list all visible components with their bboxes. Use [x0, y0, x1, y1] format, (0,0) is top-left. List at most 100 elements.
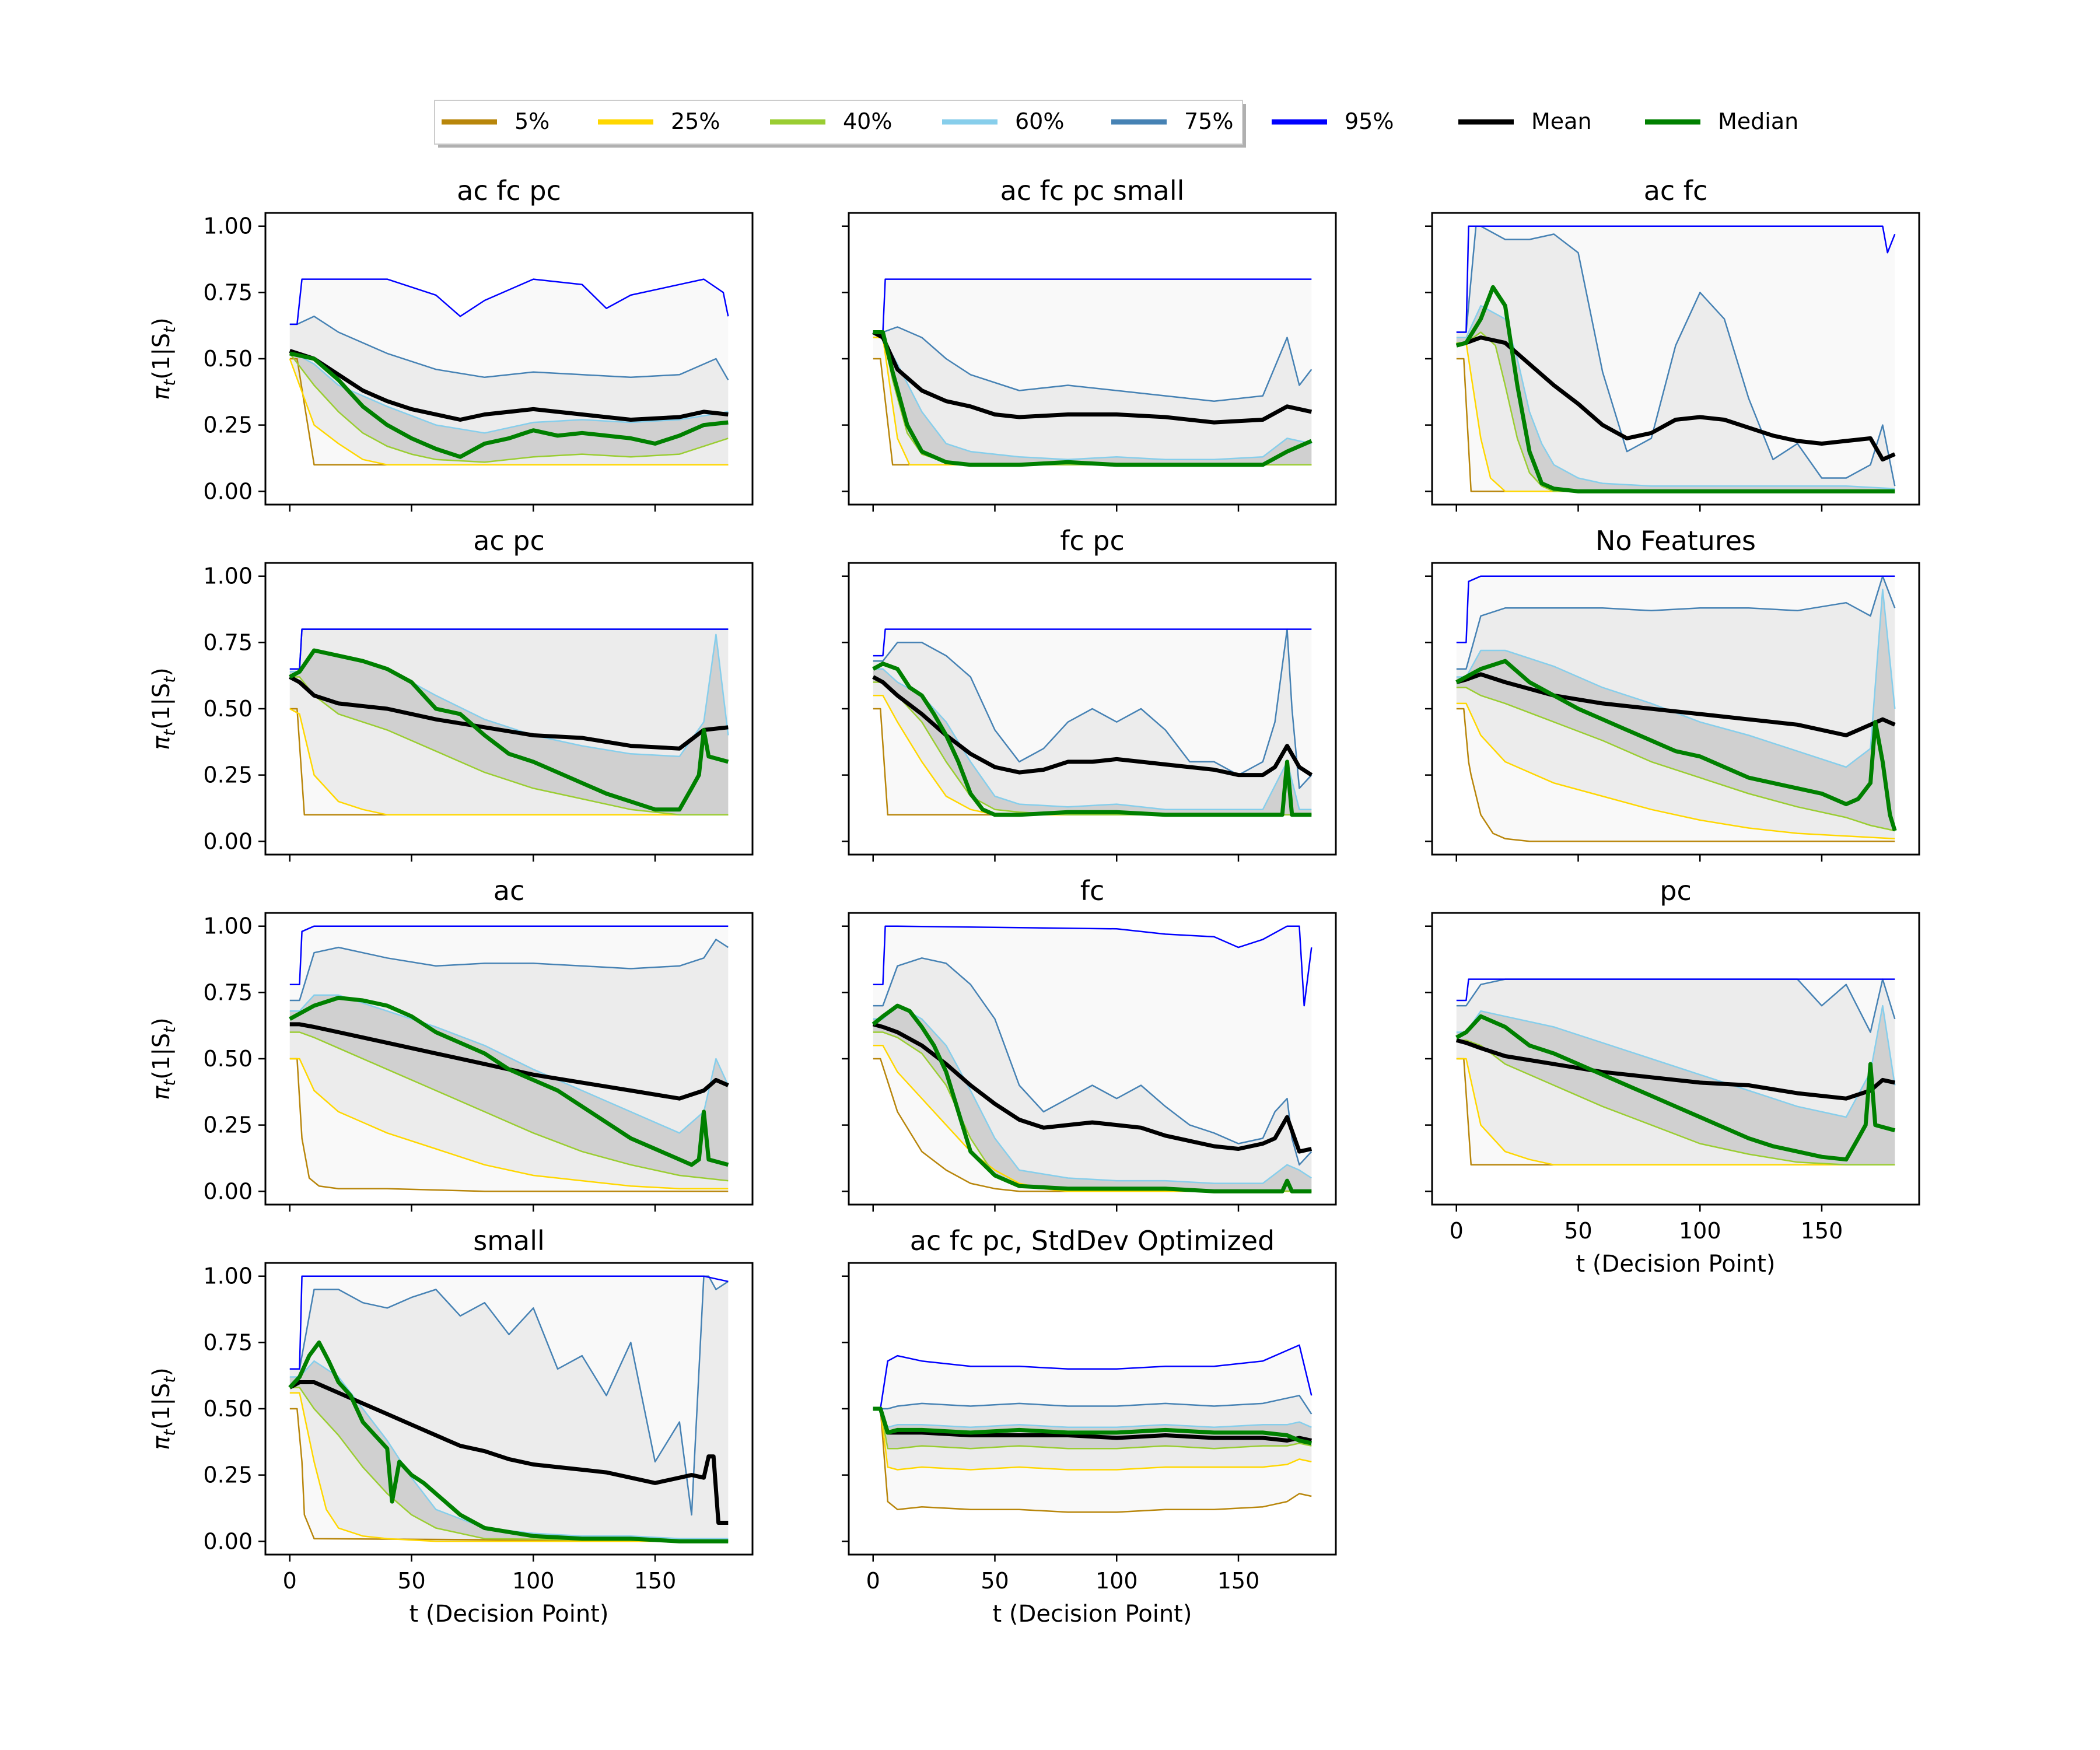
series-line — [1456, 575, 1896, 670]
series-line — [289, 350, 729, 434]
quantile-band — [1456, 226, 1895, 492]
series-line — [289, 996, 729, 1167]
series-line — [289, 1408, 729, 1542]
legend-label: 95% — [1345, 108, 1394, 134]
subplot: fc — [842, 875, 1337, 1212]
series-line — [289, 351, 729, 459]
series-line — [873, 330, 1312, 467]
x-tick-label: 100 — [1096, 1568, 1138, 1594]
y-tick-label: 0.25 — [203, 1462, 253, 1488]
y-tick-label: 0.75 — [203, 279, 253, 305]
y-tick-label: 0.75 — [203, 979, 253, 1005]
y-tick-label: 0.00 — [203, 478, 253, 504]
subplot-title: ac fc pc — [457, 175, 561, 206]
subplot: fc pc — [842, 525, 1337, 862]
quantile-band — [289, 634, 729, 815]
y-tick-label: 0.25 — [203, 762, 253, 788]
legend-item: Median — [1645, 108, 1798, 134]
series-line — [872, 675, 1313, 778]
series-line — [289, 925, 729, 985]
y-axis-label: πt(1|St) — [148, 667, 179, 750]
subplot-title: ac — [494, 875, 524, 907]
series-line — [289, 1058, 729, 1189]
series-line — [1455, 1014, 1896, 1162]
series-line — [1456, 1058, 1895, 1166]
quantile-band — [873, 327, 1312, 465]
series-line — [873, 1408, 1312, 1471]
series-line — [1455, 659, 1897, 832]
series-line — [289, 278, 729, 326]
subplot-title: No Features — [1595, 525, 1756, 556]
series-line — [873, 1058, 1312, 1192]
series-line — [289, 353, 729, 463]
legend-label: 75% — [1184, 108, 1233, 134]
series-line — [873, 628, 1312, 789]
x-axis-label: t (Decision Point) — [1576, 1251, 1776, 1278]
series-line — [1456, 225, 1896, 333]
y-axis-label: πt(1|St) — [148, 317, 179, 400]
series-line — [289, 1275, 729, 1370]
quantile-band — [873, 1006, 1312, 1192]
series-line — [873, 1408, 1312, 1513]
legend-label: Mean — [1531, 108, 1592, 134]
series-line — [1456, 575, 1895, 643]
quantile-band — [1456, 306, 1895, 492]
subplot: pc 0 50 100 150 t (Decision Point) — [1425, 875, 1920, 1278]
series-line — [1455, 672, 1896, 737]
series-line — [289, 1392, 729, 1542]
x-axis-label: t (Decision Point) — [993, 1601, 1192, 1628]
legend-item: 40% — [770, 108, 892, 134]
y-tick-label: 1.00 — [203, 564, 253, 589]
y-tick-label: 0.25 — [203, 412, 253, 438]
legend-label: 5% — [514, 108, 550, 134]
subplot: No Features — [1425, 525, 1920, 862]
quantile-band — [1456, 1006, 1895, 1165]
series-line — [873, 1395, 1312, 1415]
x-tick-label: 150 — [1217, 1568, 1260, 1594]
subplot-title: fc pc — [1060, 525, 1125, 556]
y-tick-label: 0.75 — [203, 1329, 253, 1355]
series-line — [1455, 285, 1895, 494]
series-line — [1456, 225, 1896, 487]
series-line — [289, 675, 729, 751]
series-line — [289, 628, 729, 670]
series-line — [873, 925, 1312, 1007]
series-line — [289, 648, 729, 812]
series-line — [1456, 331, 1895, 492]
series-line — [873, 1408, 1312, 1450]
legend-item: 60% — [942, 108, 1064, 134]
y-tick-label: 0.00 — [203, 828, 253, 854]
y-tick-label: 1.00 — [203, 214, 253, 239]
subplot-title: ac pc — [473, 525, 545, 556]
series-line — [289, 358, 729, 466]
x-tick-label: 50 — [981, 1568, 1009, 1594]
x-tick-label: 50 — [1564, 1218, 1592, 1244]
series-line — [1456, 687, 1895, 832]
y-tick-label: 0.50 — [203, 346, 253, 372]
series-line — [873, 957, 1312, 1166]
series-line — [1456, 1039, 1895, 1166]
series-line — [289, 708, 729, 816]
series-line — [289, 316, 729, 381]
subplot: ac fc pc small — [842, 175, 1337, 512]
subplot-title: ac fc pc small — [1000, 175, 1185, 206]
series-line — [873, 1408, 1312, 1429]
series-line — [873, 1344, 1312, 1410]
x-tick-label: 150 — [1801, 1218, 1843, 1244]
y-tick-label: 1.00 — [203, 914, 253, 939]
y-axis-label: πt(1|St) — [148, 1367, 179, 1450]
legend-item: Mean — [1458, 108, 1592, 134]
series-line — [873, 628, 1312, 657]
y-tick-label: 0.75 — [203, 629, 253, 655]
legend-label: 60% — [1015, 108, 1064, 134]
series-line — [289, 1275, 729, 1516]
subplot-title: small — [473, 1225, 545, 1256]
series-line — [1456, 304, 1895, 489]
x-tick-label: 150 — [634, 1568, 677, 1594]
x-tick-label: 0 — [1450, 1218, 1464, 1244]
series-line — [1456, 978, 1895, 1002]
subplot: ac fc pc 0.00 0.25 0.50 0.75 1.00 πt(1|St) — [148, 175, 754, 512]
quantile-band — [289, 995, 729, 1181]
series-line — [288, 1340, 729, 1544]
